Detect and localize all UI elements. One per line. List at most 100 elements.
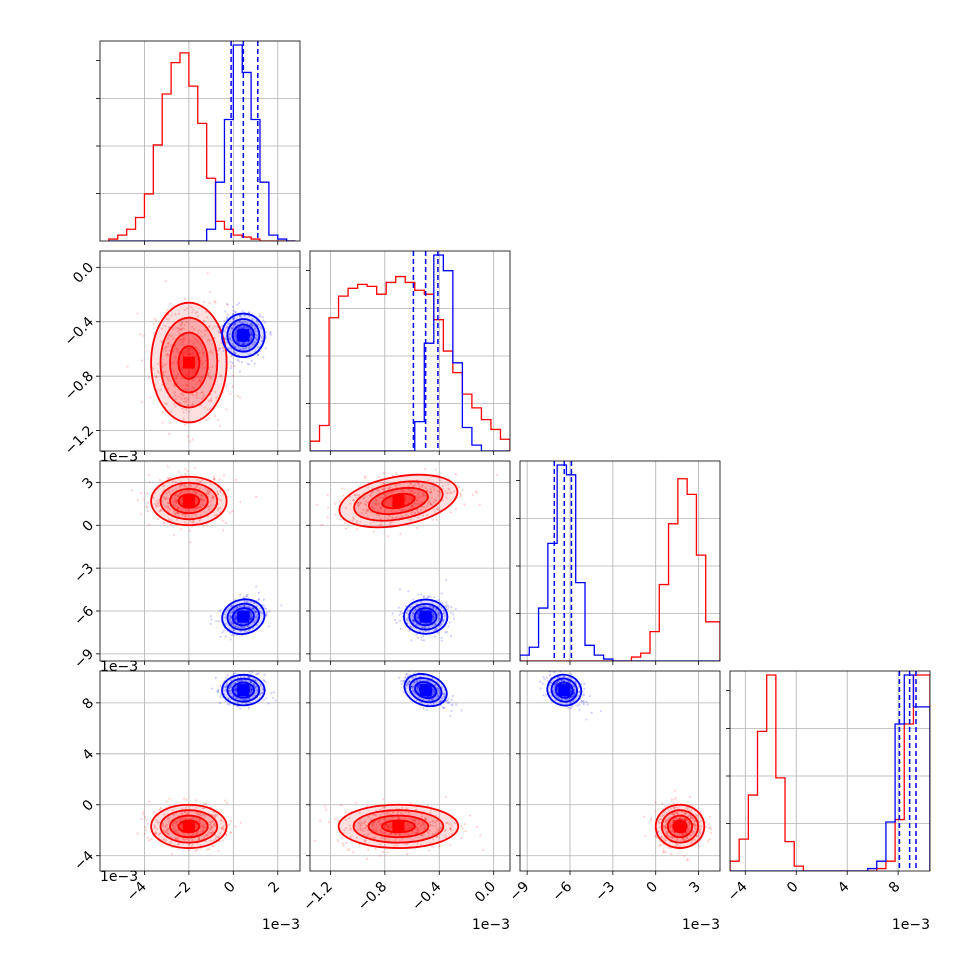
sample-point <box>172 370 175 373</box>
sample-point <box>241 321 245 325</box>
sample-point <box>429 605 432 608</box>
sample-point <box>243 604 246 608</box>
sample-point <box>368 494 372 497</box>
sample-point <box>197 813 200 816</box>
density-peak <box>237 684 250 697</box>
sample-point <box>213 336 216 340</box>
sample-point <box>440 699 443 703</box>
sample-point <box>369 511 372 514</box>
sample-point <box>391 612 394 615</box>
sample-point <box>197 348 200 351</box>
sample-point <box>254 328 257 331</box>
sample-point <box>200 330 203 333</box>
sample-point <box>660 835 663 838</box>
scatter-panel-1-3 <box>310 671 510 871</box>
sample-point <box>209 291 212 294</box>
sample-point <box>142 498 145 501</box>
sample-point <box>177 512 180 515</box>
sample-point <box>380 483 383 486</box>
sample-point <box>408 680 411 683</box>
sample-point <box>197 375 200 378</box>
sample-point <box>410 685 414 688</box>
sample-point <box>172 501 175 504</box>
sample-point <box>678 817 681 820</box>
sample-point <box>341 487 344 490</box>
sample-point <box>250 331 253 334</box>
sample-point <box>413 502 416 505</box>
sample-point <box>449 634 452 638</box>
sample-point <box>333 502 337 506</box>
sample-point <box>424 818 427 821</box>
sample-point <box>434 627 437 631</box>
sample-point <box>233 350 236 353</box>
sample-point <box>235 330 238 333</box>
sample-point <box>216 492 219 496</box>
sample-point <box>199 814 202 817</box>
sample-point <box>160 362 164 365</box>
sample-point <box>663 813 666 817</box>
sample-point <box>167 820 170 823</box>
sample-point <box>194 817 197 820</box>
sample-point <box>182 354 185 358</box>
sample-point <box>171 824 174 827</box>
sample-point <box>209 622 212 625</box>
sample-point <box>220 827 223 830</box>
sample-point <box>175 376 179 379</box>
sample-point <box>693 823 696 826</box>
sample-point <box>183 308 187 312</box>
sample-point <box>398 832 402 835</box>
sample-point <box>378 808 382 811</box>
sample-point <box>438 617 442 620</box>
sample-point <box>230 633 234 637</box>
sample-point <box>445 492 448 495</box>
sample-point <box>251 671 254 674</box>
sample-point <box>158 478 161 482</box>
sample-point <box>667 834 670 838</box>
sample-point <box>183 324 187 327</box>
scatter-panel-0-1 <box>100 251 300 451</box>
sample-point <box>659 843 662 847</box>
sample-point <box>216 507 220 510</box>
sample-point <box>425 504 428 508</box>
sample-point <box>175 830 178 833</box>
sample-point <box>173 513 177 516</box>
sample-point <box>454 473 457 476</box>
sample-point <box>237 326 240 329</box>
sample-point <box>380 506 383 509</box>
sample-point <box>415 613 419 616</box>
sample-point <box>372 507 376 510</box>
sample-point <box>229 338 232 341</box>
sample-point <box>162 370 165 374</box>
sample-point <box>450 611 453 614</box>
sample-point <box>192 519 195 523</box>
sample-point <box>159 806 163 810</box>
sample-point <box>200 381 203 384</box>
sample-point <box>174 397 178 401</box>
sample-point <box>411 614 414 618</box>
sample-point <box>554 671 557 673</box>
sample-point <box>213 822 217 825</box>
sample-point <box>698 845 701 848</box>
sample-point <box>391 516 394 519</box>
sample-point <box>431 698 434 701</box>
sample-point <box>257 672 260 675</box>
sample-point <box>408 679 411 682</box>
sample-point <box>684 838 687 842</box>
sample-point <box>573 692 576 695</box>
sample-point <box>193 507 196 510</box>
sample-point <box>412 619 415 622</box>
sample-point <box>394 511 397 514</box>
sample-point <box>232 629 236 632</box>
sample-point <box>450 698 453 701</box>
sample-point <box>439 700 442 703</box>
sample-point <box>496 473 499 477</box>
sample-point <box>202 825 205 829</box>
sample-point <box>212 475 215 478</box>
sample-point <box>409 482 412 485</box>
sample-point <box>229 615 232 618</box>
sample-point <box>181 340 184 343</box>
sample-point <box>233 324 236 327</box>
histogram-step-blue <box>730 674 930 871</box>
sample-point <box>233 352 236 355</box>
sample-point <box>202 813 206 816</box>
